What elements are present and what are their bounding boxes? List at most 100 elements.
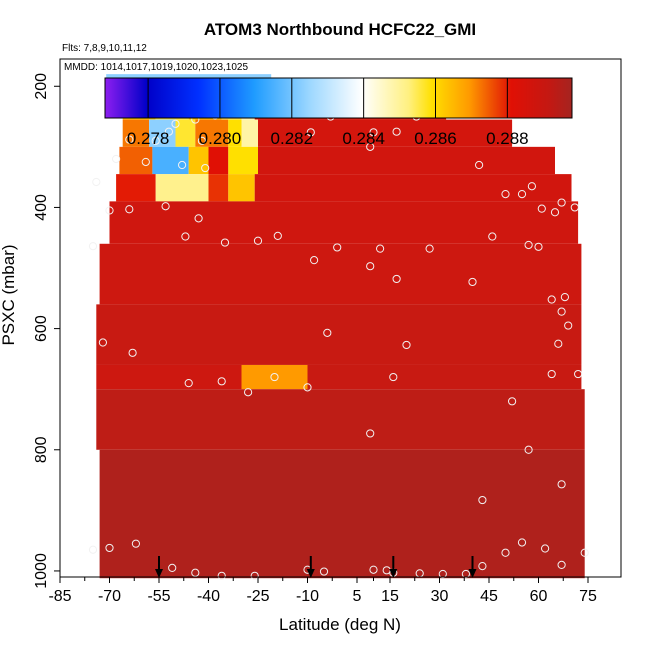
data-point	[171, 119, 180, 128]
x-tick-label: 75	[579, 588, 597, 605]
x-tick-label: -40	[197, 588, 220, 605]
x-tick-label: -70	[98, 588, 121, 605]
heatmap-cell	[96, 364, 242, 390]
y-tick-label: 1000	[33, 553, 50, 589]
latitude-arrow	[468, 556, 477, 578]
latitude-arrow	[155, 556, 163, 578]
heatmap-cell	[258, 119, 513, 147]
heatmap-cell	[99, 243, 582, 305]
data-point	[560, 292, 570, 302]
colorbar-tick-label: 0.280	[199, 129, 242, 148]
data-point	[197, 136, 206, 145]
data-point	[580, 548, 589, 557]
data-point	[306, 128, 315, 137]
data-point	[141, 157, 150, 167]
data-point	[488, 232, 497, 241]
heatmap-cell	[258, 146, 555, 175]
data-point	[478, 495, 487, 505]
data-point	[501, 548, 510, 557]
data-point	[131, 539, 140, 548]
data-point	[501, 190, 510, 199]
data-point	[161, 202, 170, 211]
data-point	[273, 231, 282, 241]
heatmap-cell	[241, 119, 258, 147]
data-point	[547, 295, 556, 304]
data-point	[128, 348, 137, 357]
heatmap-cell	[254, 174, 572, 202]
data-point	[194, 214, 203, 223]
dates-label: MMDD: 1014,1017,1019,1020,1023,1025	[64, 62, 248, 73]
data-point	[392, 274, 401, 284]
chart-title: ATOM3 Northbound HCFC22_GMI	[204, 20, 476, 39]
data-point	[554, 339, 563, 348]
data-point	[537, 204, 546, 213]
data-point	[178, 160, 187, 170]
data-point	[527, 182, 537, 191]
data-point	[517, 190, 527, 199]
x-tick-label: -85	[48, 588, 71, 605]
colorbar: 0.278 0.280 0.282 0.284 0.286 0.288	[104, 77, 573, 148]
data-point	[125, 135, 134, 144]
heatmap-cell	[99, 449, 585, 579]
colorbar-tick-label: 0.288	[486, 129, 529, 148]
heatmap-cell	[96, 389, 585, 450]
data-point	[191, 568, 200, 577]
data-point	[557, 198, 566, 207]
heatmap-cell	[188, 146, 209, 175]
heatmap-cell	[175, 119, 196, 147]
axes: -85 -70 -55 -40 -25 -10 5 15 30 45 60 75 200 400 600 80…	[33, 73, 597, 605]
data-point	[250, 571, 259, 580]
latitude-arrow	[389, 556, 398, 578]
data-point	[244, 388, 253, 397]
latitude-arrows	[155, 556, 477, 578]
heatmap-cell	[195, 119, 229, 147]
heatmap-cell	[208, 146, 229, 175]
colorbar-gradient	[104, 77, 573, 119]
heatmap-cell	[228, 119, 242, 147]
heatmap-cell	[149, 119, 176, 147]
data-point	[369, 128, 378, 137]
data-point	[333, 243, 342, 252]
y-axis-label: PSXC (mbar)	[0, 244, 18, 345]
data-point	[366, 429, 375, 438]
heatmap-cell	[119, 146, 153, 175]
data-point	[105, 543, 114, 553]
y-tick-label: 200	[33, 73, 50, 100]
data-point	[402, 340, 411, 350]
data-point	[376, 244, 385, 253]
data-point	[92, 177, 101, 187]
colorbar-tick-label: 0.284	[342, 129, 385, 148]
plot-frame	[59, 58, 622, 578]
data-point	[541, 544, 550, 553]
data-point	[270, 372, 279, 382]
heatmap-cell	[152, 146, 189, 175]
x-tick-label: 45	[480, 588, 498, 605]
heatmap-cell	[96, 304, 582, 365]
data-point	[570, 203, 579, 212]
data-point	[475, 160, 484, 170]
heatmap-cell	[109, 201, 579, 244]
data-point	[478, 561, 487, 571]
data-point	[366, 142, 375, 151]
x-tick-label: -25	[246, 588, 269, 605]
colorbar-tick-label: 0.286	[414, 129, 457, 148]
data-point	[468, 277, 477, 287]
heatmap-cell	[307, 364, 582, 390]
data-point	[88, 545, 98, 554]
flights-label: Flts: 7,8,9,10,11,12	[62, 43, 147, 54]
data-point	[181, 232, 190, 241]
data-point	[112, 154, 121, 164]
heatmap-cell	[208, 174, 229, 202]
data-point	[574, 369, 583, 379]
data-point	[217, 377, 226, 386]
data-point	[125, 205, 134, 214]
data-point	[517, 538, 527, 547]
data-point	[389, 372, 398, 382]
x-tick-label: 15	[381, 588, 399, 605]
x-tick-label: 5	[353, 588, 362, 605]
data-point	[425, 244, 434, 253]
data-point	[557, 307, 566, 316]
heatmap-cell	[116, 174, 156, 202]
data-point	[564, 321, 573, 330]
